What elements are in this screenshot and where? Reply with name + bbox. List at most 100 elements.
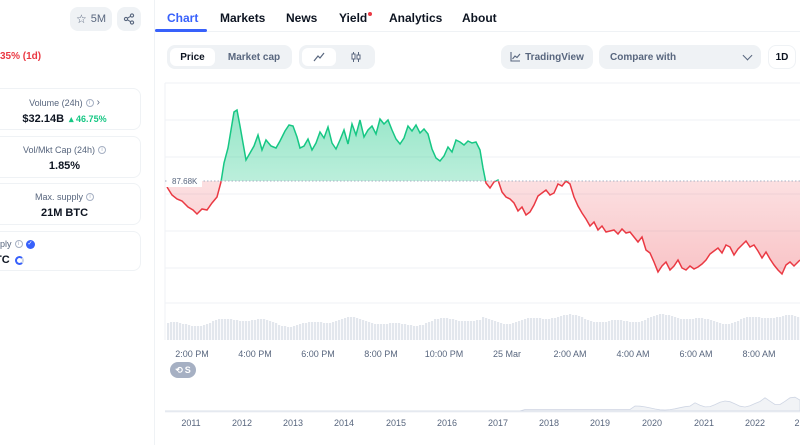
volume-bar bbox=[206, 324, 209, 340]
volume-bar bbox=[371, 323, 374, 340]
volume-bar bbox=[218, 319, 221, 340]
volume-bar bbox=[539, 318, 542, 340]
navigator-year-label: 2011 bbox=[181, 418, 200, 428]
info-icon[interactable]: i bbox=[98, 146, 107, 154]
volume-bar bbox=[428, 322, 431, 340]
volume-bar bbox=[752, 317, 755, 340]
watchlist-button[interactable]: ☆ 5M bbox=[70, 7, 112, 31]
volume-bar bbox=[653, 316, 656, 340]
volume-change: ▴ 46.75% bbox=[69, 113, 107, 124]
volume-bar bbox=[557, 317, 560, 340]
tab-news[interactable]: News bbox=[286, 11, 318, 25]
max-supply-label: Max. supply bbox=[34, 192, 84, 202]
volume-bar bbox=[698, 318, 701, 340]
vol-mkt-label: Vol/Mkt Cap (24h) bbox=[22, 145, 96, 155]
volume-bar bbox=[662, 314, 665, 340]
volume-bar bbox=[584, 319, 587, 340]
navigator-year-label: 2 bbox=[794, 418, 799, 428]
volume-bar bbox=[260, 319, 263, 340]
volume-bar bbox=[530, 318, 533, 340]
history-button[interactable]: ⟲ S bbox=[170, 362, 196, 378]
volume-bar bbox=[248, 321, 251, 340]
price-toggle-button[interactable]: Price bbox=[170, 48, 215, 66]
share-button[interactable] bbox=[117, 7, 141, 31]
volume-bar bbox=[239, 321, 242, 340]
volume-bar bbox=[533, 318, 536, 340]
line-chart-icon bbox=[313, 52, 325, 62]
tab-chart[interactable]: Chart bbox=[167, 11, 199, 25]
volume-bar bbox=[410, 325, 413, 340]
volume-bar bbox=[785, 315, 788, 340]
volume-bar bbox=[473, 321, 476, 340]
volume-bar bbox=[524, 319, 527, 340]
volume-bar bbox=[167, 323, 170, 340]
volume-bar bbox=[455, 320, 458, 340]
volume-bar bbox=[554, 318, 557, 340]
volume-bar bbox=[302, 323, 305, 340]
tab-yield[interactable]: Yield bbox=[339, 11, 373, 25]
volume-bar bbox=[377, 324, 380, 340]
volume-card[interactable]: Volume (24h) i › $32.14B ▴ 46.75% bbox=[0, 88, 141, 130]
volume-bar bbox=[638, 322, 641, 340]
volume-bar bbox=[773, 318, 776, 340]
vol-mkt-cap-card: Vol/Mkt Cap (24h) i 1.85% bbox=[0, 136, 141, 178]
volume-label: Volume (24h) bbox=[29, 97, 83, 108]
volume-bar bbox=[314, 322, 317, 340]
volume-bar bbox=[734, 322, 737, 340]
volume-bar bbox=[488, 319, 491, 340]
navigator-year-label: 2020 bbox=[642, 418, 662, 428]
chart-type-toggle bbox=[299, 45, 375, 69]
volume-bar bbox=[758, 317, 761, 340]
line-chart-button[interactable] bbox=[302, 48, 336, 66]
volume-bar bbox=[647, 318, 650, 340]
volume-bar bbox=[290, 327, 293, 340]
volume-bar bbox=[575, 315, 578, 340]
volume-bar bbox=[401, 324, 404, 340]
volume-bar bbox=[470, 321, 473, 340]
volume-bar bbox=[281, 326, 284, 340]
x-axis-labels: 2:00 PM 4:00 PM 6:00 PM 8:00 PM 10:00 PM 25 M… bbox=[175, 349, 775, 359]
volume-bar bbox=[311, 322, 314, 340]
candlestick-chart-button[interactable] bbox=[339, 48, 373, 66]
volume-bar bbox=[593, 322, 596, 340]
x-axis-label: 10:00 PM bbox=[425, 349, 464, 359]
volume-bar bbox=[737, 321, 740, 340]
volume-bar bbox=[764, 318, 767, 340]
compare-with-select[interactable]: Compare with bbox=[599, 45, 761, 69]
info-icon[interactable]: i bbox=[14, 240, 23, 248]
verified-icon: ✓ bbox=[25, 239, 35, 249]
volume-bar bbox=[668, 315, 671, 340]
volume-bar bbox=[674, 317, 677, 340]
volume-bar bbox=[719, 323, 722, 340]
volume-bar bbox=[359, 319, 362, 340]
volume-bar bbox=[215, 320, 218, 340]
volume-bars bbox=[167, 314, 800, 340]
volume-bar bbox=[356, 318, 359, 340]
volume-bar bbox=[617, 320, 620, 340]
info-icon[interactable]: i bbox=[85, 98, 94, 107]
volume-bar bbox=[503, 324, 506, 340]
volume-bar bbox=[572, 315, 575, 340]
volume-bar bbox=[476, 320, 479, 340]
volume-bar bbox=[326, 323, 329, 340]
x-axis-label: 4:00 AM bbox=[616, 349, 649, 359]
volume-bar bbox=[716, 322, 719, 340]
market-cap-toggle-button[interactable]: Market cap bbox=[227, 51, 281, 63]
volume-bar bbox=[413, 326, 416, 340]
tradingview-button[interactable]: TradingView bbox=[501, 45, 593, 69]
tab-analytics[interactable]: Analytics bbox=[389, 11, 443, 25]
info-icon[interactable]: i bbox=[86, 193, 95, 201]
volume-bar bbox=[419, 325, 422, 340]
volume-bar bbox=[362, 320, 365, 340]
tab-about[interactable]: About bbox=[462, 11, 497, 25]
volume-bar bbox=[587, 320, 590, 340]
volume-bar bbox=[740, 319, 743, 340]
tab-markets[interactable]: Markets bbox=[220, 11, 266, 25]
volume-bar bbox=[671, 316, 674, 340]
volume-bar bbox=[332, 322, 335, 340]
range-1d-button[interactable]: 1D bbox=[768, 45, 796, 69]
volume-bar bbox=[176, 322, 179, 340]
x-axis-label: 25 Mar bbox=[493, 349, 521, 359]
volume-bar bbox=[770, 318, 773, 340]
